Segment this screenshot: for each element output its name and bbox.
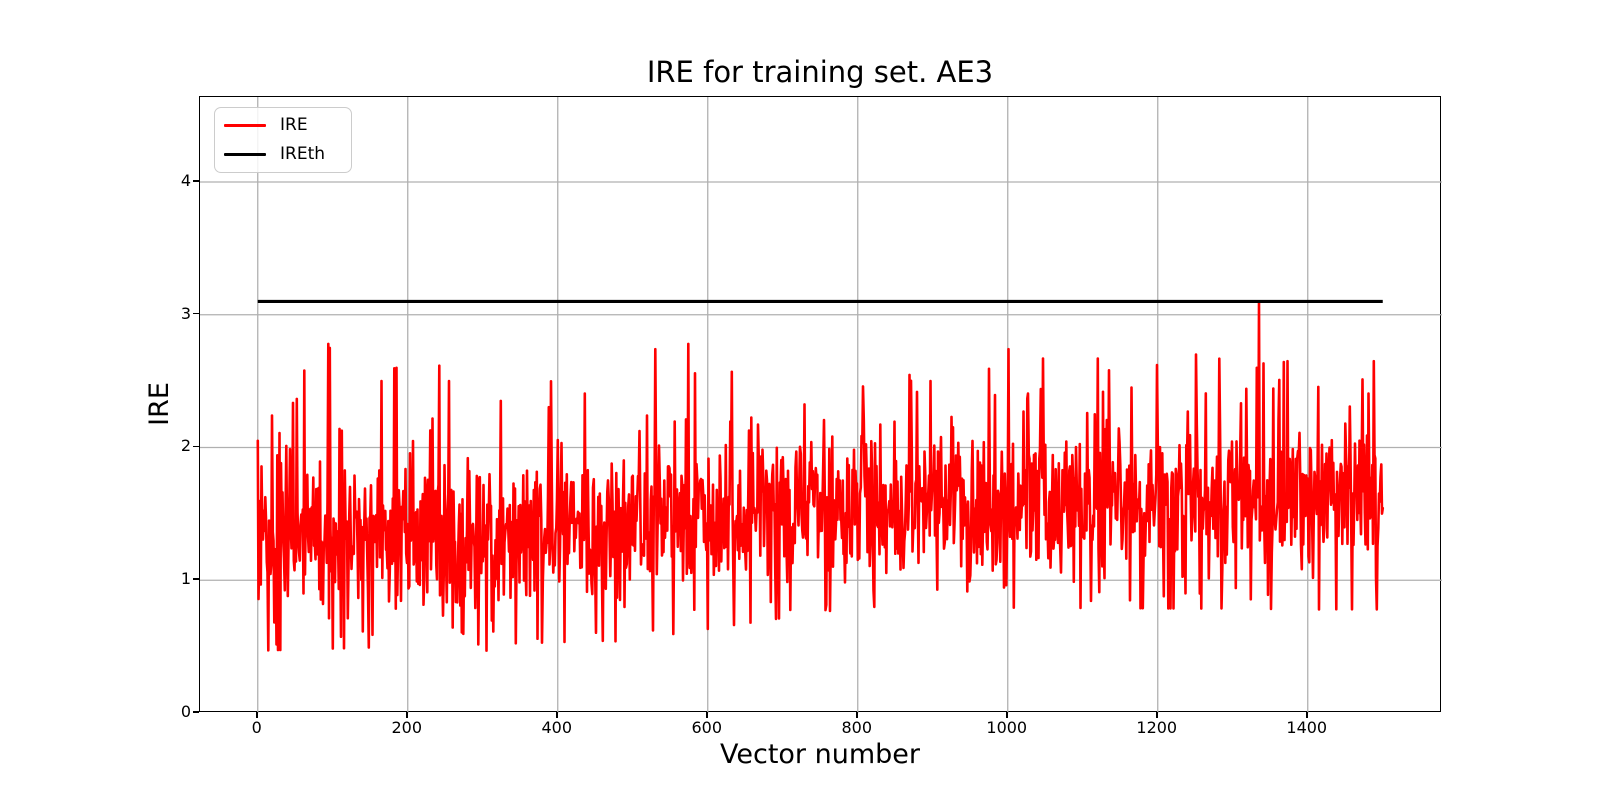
x-tick-label: 200 [391, 718, 423, 737]
x-tick-mark [256, 712, 258, 718]
chart-title: IRE for training set. AE3 [646, 55, 994, 89]
chart-svg [200, 97, 1442, 713]
x-tick-mark [1306, 712, 1308, 718]
x-tick-mark [556, 712, 558, 718]
x-tick-label: 1400 [1286, 718, 1328, 737]
ire-line-sample [224, 123, 266, 128]
y-tick-label: 3 [180, 303, 191, 323]
x-tick-label: 400 [541, 718, 573, 737]
x-tick-label: 0 [251, 718, 262, 737]
y-tick-mark [193, 711, 199, 713]
x-tick-mark [1156, 712, 1158, 718]
plot-area [199, 96, 1442, 713]
x-tick-label: 1000 [986, 718, 1028, 737]
x-tick-mark [406, 712, 408, 718]
y-tick-label: 2 [180, 436, 191, 456]
y-tick-mark [193, 312, 199, 315]
y-tick-mark [193, 445, 199, 448]
x-tick-mark [856, 712, 858, 718]
legend-item-ire: IRE [224, 111, 351, 140]
x-axis-label: Vector number [720, 739, 920, 770]
legend-label-ire: IRE [280, 115, 308, 135]
y-tick-label: 1 [180, 569, 191, 589]
y-tick-label: 0 [180, 702, 191, 722]
y-tick-mark [193, 578, 199, 580]
x-tick-label: 1200 [1136, 718, 1178, 737]
legend-item-ireth: IREth [224, 140, 351, 169]
y-axis-label: IRE [144, 382, 176, 426]
ireth-line-sample [224, 152, 266, 157]
x-tick-mark [1006, 712, 1008, 718]
x-tick-mark [706, 712, 708, 718]
x-tick-label: 600 [691, 718, 723, 737]
y-tick-label: 4 [180, 171, 191, 191]
legend-label-ireth: IREth [280, 144, 326, 164]
y-tick-mark [193, 180, 199, 182]
x-tick-label: 800 [841, 718, 873, 737]
legend: IRE IREth [214, 107, 352, 173]
ire-series-line [256, 301, 1385, 652]
